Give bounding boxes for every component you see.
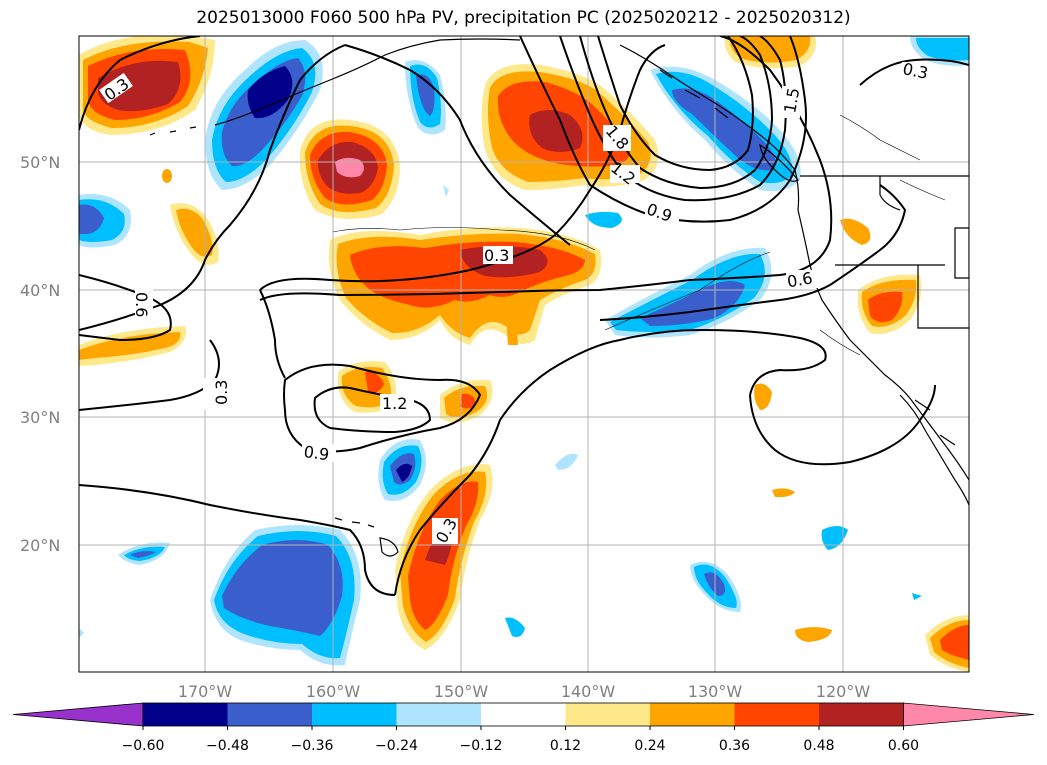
contour-label-1-2-south: 1.2 [382, 394, 407, 413]
colorbar-swatch [734, 703, 820, 726]
colorbar-extend-min [12, 702, 144, 727]
colorbar-tick-label: 0.24 [634, 738, 665, 754]
lat-label-30n: 30°N [20, 408, 60, 427]
lat-label-50n: 50°N [20, 153, 60, 172]
longitude-labels: 170°W 160°W 150°W 140°W 130°W 120°W [178, 682, 871, 701]
map-title: 2025013000 F060 500 hPa PV, precipitatio… [196, 8, 851, 28]
colorbar-swatch [312, 703, 397, 726]
lon-label-120w: 120°W [816, 682, 871, 701]
contour-label-0-3-west: 0.3 [212, 380, 231, 405]
colorbar-swatch [565, 703, 651, 726]
lat-label-40n: 40°N [20, 281, 60, 300]
colorbar-tick-label: 0.36 [719, 738, 750, 754]
lon-label-160w: 160°W [306, 682, 361, 701]
colorbar-swatch [481, 703, 566, 726]
contour-label-0-6-west: 0.6 [132, 292, 151, 317]
colorbar-swatch [143, 703, 228, 726]
colorbar-swatch [227, 703, 313, 726]
contour-label-0-9-south: 0.9 [303, 442, 331, 464]
lon-label-170w: 170°W [178, 682, 233, 701]
colorbar-extend-max [903, 702, 1035, 727]
colorbar-tick-label: 0.60 [888, 738, 919, 754]
colorbar-tick-label: 0.48 [803, 738, 834, 754]
contour-label-0-3-mid: 0.3 [484, 246, 509, 265]
colorbar-tick-label: −0.48 [206, 738, 249, 754]
colorbar-tick-label: 0.12 [550, 738, 581, 754]
pv-contours-thin [332, 227, 771, 331]
contour-label-0-6-east: 0.6 [786, 268, 814, 291]
colorbar-tick-label: −0.24 [375, 738, 418, 754]
contour-label-0-3-ne: 0.3 [901, 59, 930, 83]
lon-label-140w: 140°W [561, 682, 616, 701]
contour-label-1-5: 1.5 [780, 86, 803, 114]
colorbar: −0.60 −0.48 −0.36 −0.24 −0.12 0.12 0.24 0.36 0.4… [12, 702, 1035, 754]
colorbar-tick-label: −0.12 [460, 738, 503, 754]
colorbar-swatch [650, 703, 735, 726]
colorbar-swatch [819, 703, 904, 726]
colorbar-tick-label: −0.36 [291, 738, 334, 754]
plot-frame [78, 35, 970, 673]
precip-deficit-shading [79, 36, 969, 666]
latitude-labels: 50°N 40°N 30°N 20°N [20, 153, 60, 555]
colorbar-swatch [396, 703, 482, 726]
lon-label-150w: 150°W [434, 682, 489, 701]
lon-label-130w: 130°W [688, 682, 743, 701]
pv-contours [79, 36, 969, 596]
colorbar-outline [142, 702, 904, 727]
inland-borders [819, 114, 946, 356]
colorbar-tick-label: −0.60 [122, 738, 165, 754]
lat-label-20n: 20°N [20, 536, 60, 555]
